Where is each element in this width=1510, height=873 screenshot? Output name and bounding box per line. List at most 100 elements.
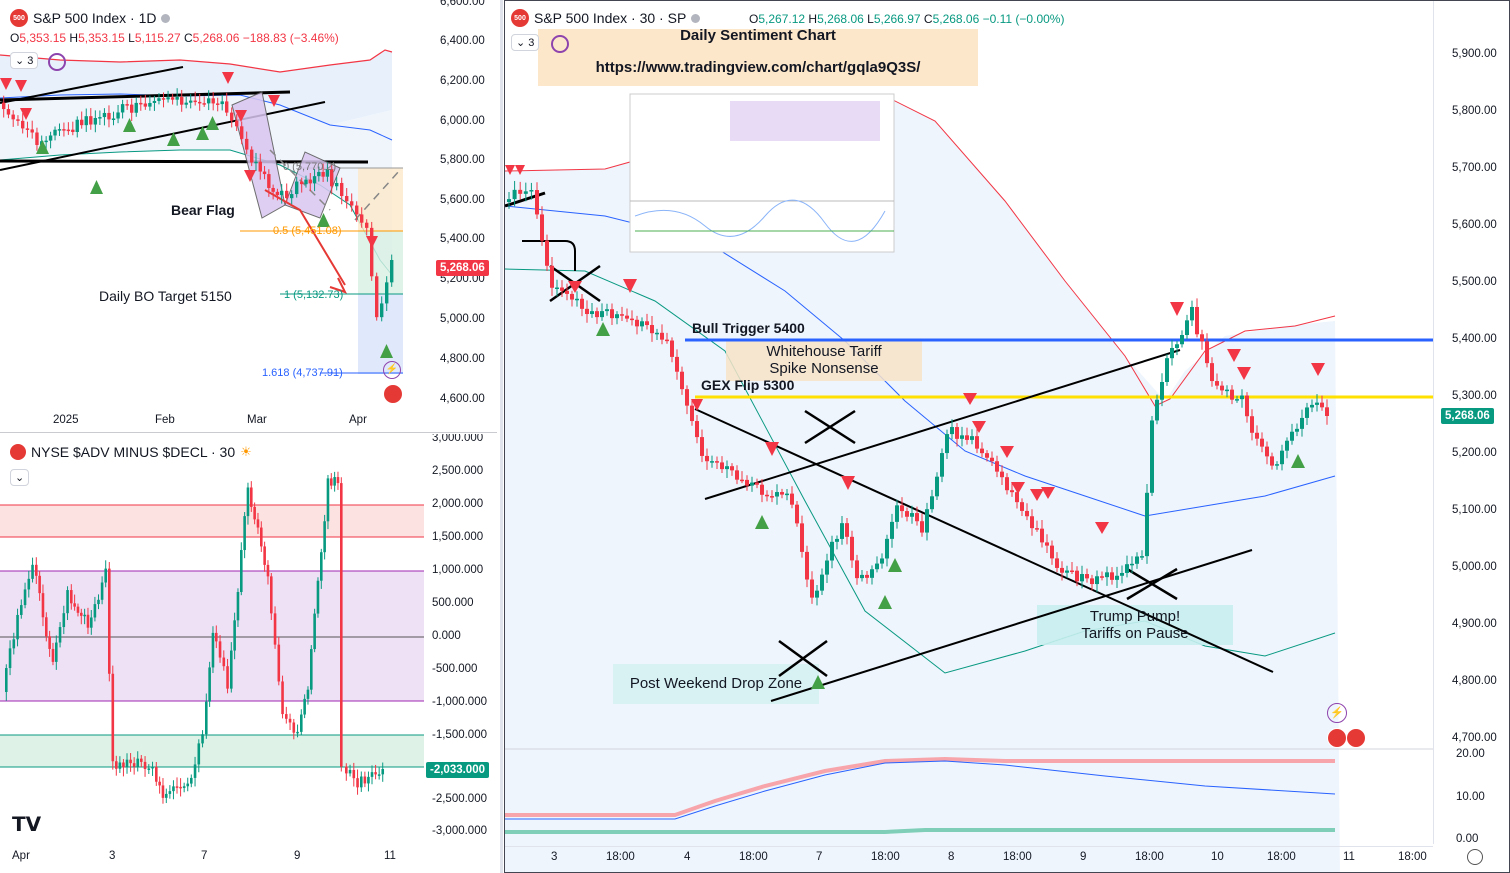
- candle-body: [230, 650, 233, 689]
- candle-body: [296, 731, 299, 734]
- candle-body: [288, 718, 292, 723]
- intraday-chart-panel[interactable]: 500 S&P 500 Index · 30 · SP O5,267.12 H5…: [504, 0, 1510, 873]
- candle-body: [1205, 341, 1209, 364]
- candle-body: [189, 100, 193, 103]
- candle-body: [690, 405, 694, 422]
- candle-body: [93, 604, 97, 618]
- candle-body: [125, 759, 129, 768]
- daily-time-axis[interactable]: 2025 Feb Mar Apr: [53, 414, 367, 426]
- candle-body: [1020, 502, 1024, 511]
- whitehouse-box: [726, 341, 922, 381]
- breadth-symbol-header[interactable]: NYSE $ADV MINUS $DECL · 30 ☀: [10, 444, 252, 460]
- candle-body: [201, 734, 204, 744]
- candle-body: [16, 614, 19, 640]
- candle-body: [31, 564, 34, 579]
- refresh-icon[interactable]: [48, 53, 66, 71]
- candle-body: [175, 786, 179, 788]
- candle-body: [325, 169, 330, 177]
- candle-body: [97, 599, 100, 605]
- lightning-icon[interactable]: ⚡: [383, 361, 401, 379]
- candle-body: [225, 101, 229, 113]
- daily-symbol-header[interactable]: 500 S&P 500 Index · 1D: [10, 9, 171, 27]
- refresh-icon[interactable]: [551, 35, 569, 53]
- us-flag-icon[interactable]: [1327, 728, 1347, 748]
- candle-body: [790, 493, 794, 505]
- daily-chart-panel[interactable]: 500 S&P 500 Index · 1D O5,353.15 H5,353.…: [0, 0, 497, 432]
- candle-body: [780, 492, 784, 495]
- lightning-icon[interactable]: ⚡: [1327, 703, 1347, 723]
- breadth-time-axis[interactable]: Apr 3 7 9 11: [12, 850, 396, 862]
- us-flag-icon[interactable]: [1346, 728, 1366, 748]
- candle-body: [25, 128, 30, 130]
- intraday-time-axis[interactable]: 3 18:00 4 18:00 7 18:00 8 18:00 9 18:00 …: [505, 846, 1433, 872]
- candle-body: [955, 427, 959, 439]
- daily-price-axis[interactable]: 6,600.00 6,400.00 6,200.00 6,000.00 5,80…: [440, 0, 485, 405]
- candle-body: [1305, 407, 1309, 418]
- candle-body: [58, 627, 62, 643]
- candle-body: [1105, 572, 1109, 578]
- candle-body: [770, 496, 774, 498]
- candle-body: [680, 371, 684, 390]
- candle-body: [700, 437, 704, 456]
- candle-body: [345, 766, 348, 774]
- candle-body: [374, 772, 377, 775]
- breadth-panel[interactable]: NYSE $ADV MINUS $DECL · 30 ☀ ⌄ 𝗧𝗩 3,000.…: [0, 434, 497, 873]
- candle-body: [840, 523, 844, 539]
- candle-body: [1095, 576, 1099, 585]
- intraday-chart-canvas: [505, 29, 1433, 872]
- candle-body: [136, 758, 140, 767]
- sentiment-url[interactable]: https://www.tradingview.com/chart/gqla9Q…: [595, 59, 921, 76]
- candle-body: [326, 478, 330, 522]
- candle-body: [175, 97, 179, 100]
- sentiment-box: [538, 29, 978, 86]
- candle-body: [143, 761, 147, 770]
- breadth-value-axis[interactable]: 3,000.000 2,500.000 2,000.000 1,500.000 …: [432, 434, 487, 837]
- candle-body: [1035, 528, 1039, 530]
- candle-body: [310, 649, 313, 690]
- candle-body: [148, 102, 152, 107]
- us-flag-icon[interactable]: [383, 384, 403, 404]
- us-flag-icon: [10, 444, 26, 460]
- intraday-price-axis[interactable]: 5,900.00 5,800.00 5,700.00 5,600.00 5,50…: [1433, 1, 1509, 761]
- candle-body: [271, 187, 275, 192]
- candle-body: [84, 116, 88, 126]
- candle-body: [193, 100, 197, 103]
- candle-body: [41, 593, 45, 618]
- candle-body: [55, 642, 58, 662]
- panel-separator[interactable]: [0, 432, 497, 433]
- candle-body: [730, 466, 734, 471]
- candle-body: [180, 97, 184, 105]
- candle-body: [1240, 395, 1244, 400]
- candle-body: [316, 580, 320, 614]
- candle-body: [1050, 545, 1054, 559]
- candle-body: [1270, 456, 1274, 466]
- daily-chart-canvas: [0, 49, 403, 374]
- candle-body: [1125, 564, 1129, 573]
- daily-indicator-toggle[interactable]: ⌄ 3: [10, 52, 39, 69]
- vertical-splitter[interactable]: [500, 0, 503, 873]
- candle-body: [155, 766, 158, 782]
- candle-body: [775, 492, 779, 497]
- candle-body: [370, 227, 374, 277]
- settings-gear-icon[interactable]: [1467, 849, 1483, 865]
- candle-body: [130, 104, 134, 113]
- candle-body: [1190, 306, 1194, 321]
- tradingview-logo-icon[interactable]: 𝗧𝗩: [12, 814, 42, 836]
- whitehouse-label: Whitehouse Tariff Spike Nonsense: [766, 343, 882, 377]
- candle-body: [377, 774, 381, 776]
- intraday-symbol-header[interactable]: 500 S&P 500 Index · 30 · SP: [511, 9, 701, 27]
- candle-body: [365, 222, 369, 228]
- candle-body: [620, 314, 624, 316]
- candle-body: [1230, 389, 1234, 400]
- sub-indicator-axis[interactable]: 20.00 10.00 0.00: [1433, 748, 1509, 845]
- candle-body: [965, 435, 969, 440]
- candle-body: [390, 260, 394, 283]
- candle-body: [805, 551, 809, 580]
- candle-body: [1250, 416, 1254, 433]
- candle-body: [740, 479, 744, 482]
- breadth-collapse-toggle[interactable]: ⌄: [10, 469, 30, 486]
- intraday-indicator-toggle[interactable]: ⌄ 3: [511, 34, 540, 51]
- candle-body: [66, 129, 71, 132]
- candle-body: [12, 639, 16, 649]
- candle-body: [550, 265, 554, 288]
